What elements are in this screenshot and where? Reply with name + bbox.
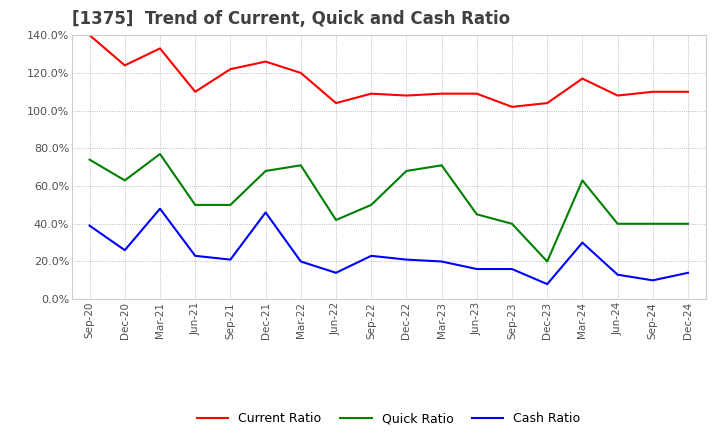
Quick Ratio	[508, 221, 516, 227]
Quick Ratio	[367, 202, 376, 208]
Quick Ratio	[472, 212, 481, 217]
Cash Ratio	[472, 266, 481, 271]
Quick Ratio	[226, 202, 235, 208]
Quick Ratio	[613, 221, 622, 227]
Current Ratio	[472, 91, 481, 96]
Cash Ratio	[226, 257, 235, 262]
Cash Ratio	[261, 210, 270, 215]
Cash Ratio	[508, 266, 516, 271]
Current Ratio	[543, 100, 552, 106]
Current Ratio	[437, 91, 446, 96]
Cash Ratio	[684, 270, 693, 275]
Quick Ratio	[649, 221, 657, 227]
Line: Cash Ratio: Cash Ratio	[89, 209, 688, 284]
Cash Ratio	[85, 223, 94, 228]
Current Ratio	[367, 91, 376, 96]
Current Ratio	[85, 33, 94, 38]
Current Ratio	[332, 100, 341, 106]
Text: [1375]  Trend of Current, Quick and Cash Ratio: [1375] Trend of Current, Quick and Cash …	[72, 10, 510, 28]
Cash Ratio	[402, 257, 410, 262]
Current Ratio	[120, 63, 129, 68]
Quick Ratio	[437, 163, 446, 168]
Cash Ratio	[156, 206, 164, 211]
Cash Ratio	[367, 253, 376, 258]
Legend: Current Ratio, Quick Ratio, Cash Ratio: Current Ratio, Quick Ratio, Cash Ratio	[192, 407, 585, 430]
Quick Ratio	[85, 157, 94, 162]
Cash Ratio	[543, 282, 552, 287]
Cash Ratio	[578, 240, 587, 245]
Cash Ratio	[191, 253, 199, 258]
Line: Quick Ratio: Quick Ratio	[89, 154, 688, 261]
Current Ratio	[226, 66, 235, 72]
Quick Ratio	[543, 259, 552, 264]
Line: Current Ratio: Current Ratio	[89, 35, 688, 107]
Cash Ratio	[332, 270, 341, 275]
Current Ratio	[508, 104, 516, 110]
Cash Ratio	[613, 272, 622, 277]
Cash Ratio	[437, 259, 446, 264]
Current Ratio	[261, 59, 270, 64]
Quick Ratio	[191, 202, 199, 208]
Cash Ratio	[297, 259, 305, 264]
Quick Ratio	[261, 169, 270, 174]
Quick Ratio	[297, 163, 305, 168]
Current Ratio	[156, 46, 164, 51]
Quick Ratio	[402, 169, 410, 174]
Current Ratio	[402, 93, 410, 98]
Cash Ratio	[120, 248, 129, 253]
Cash Ratio	[649, 278, 657, 283]
Current Ratio	[613, 93, 622, 98]
Quick Ratio	[684, 221, 693, 227]
Current Ratio	[684, 89, 693, 95]
Quick Ratio	[332, 217, 341, 223]
Current Ratio	[578, 76, 587, 81]
Quick Ratio	[156, 151, 164, 157]
Quick Ratio	[578, 178, 587, 183]
Current Ratio	[297, 70, 305, 76]
Quick Ratio	[120, 178, 129, 183]
Current Ratio	[649, 89, 657, 95]
Current Ratio	[191, 89, 199, 95]
